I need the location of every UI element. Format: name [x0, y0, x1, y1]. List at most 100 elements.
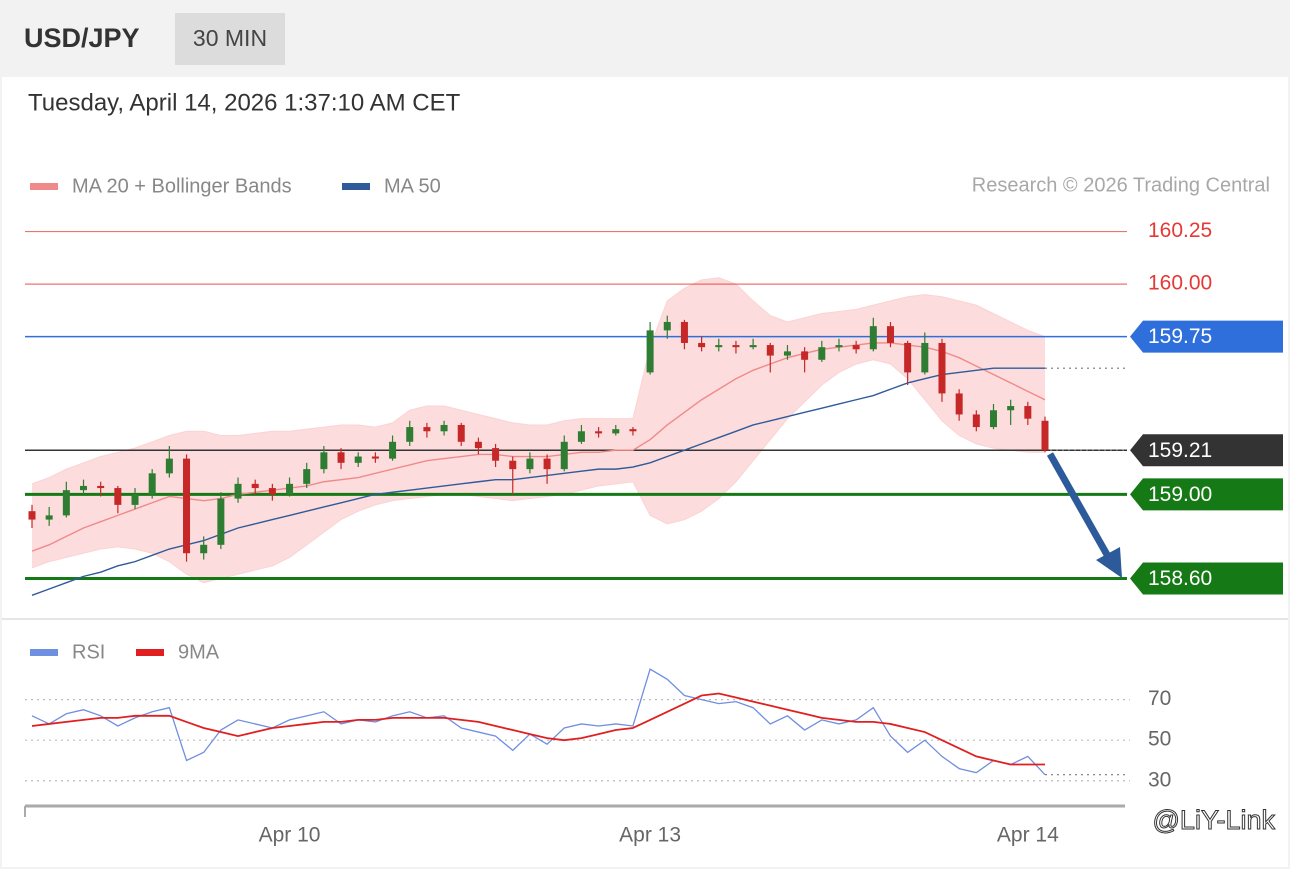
- level-tag: [1130, 434, 1283, 467]
- candle-body: [183, 458, 191, 554]
- candle-body: [80, 485, 88, 491]
- x-tick-label: Apr 14: [997, 824, 1059, 847]
- candle-body: [165, 458, 173, 474]
- candle-body: [423, 427, 431, 432]
- candle-body: [251, 483, 259, 489]
- x-tick-label: Apr 10: [259, 824, 321, 847]
- candle-body: [715, 345, 723, 348]
- level-tag: [1130, 478, 1283, 511]
- candle-body: [663, 321, 671, 331]
- candle-body: [989, 410, 997, 428]
- candle-body: [200, 544, 208, 554]
- candle-body: [680, 321, 688, 343]
- legend-swatch: [342, 183, 370, 190]
- candle-body: [234, 483, 242, 499]
- candle-body: [492, 448, 500, 461]
- rsi-line: [31, 692, 1045, 766]
- candle-body: [320, 452, 328, 470]
- candle-body: [354, 456, 362, 463]
- candle-body: [97, 485, 105, 489]
- candle-body: [612, 429, 620, 434]
- candle-body: [217, 498, 225, 545]
- candle-body: [904, 342, 912, 373]
- candle-body: [818, 347, 826, 360]
- candle-body: [45, 515, 53, 520]
- candle-body: [131, 494, 139, 505]
- symbol: USD/JPY: [24, 23, 140, 53]
- candle-body: [801, 351, 809, 360]
- candle-body: [526, 458, 534, 470]
- legend-swatch: [30, 649, 58, 656]
- level-label: 159.21: [1148, 439, 1212, 462]
- x-tick-label: Apr 13: [619, 824, 681, 847]
- forecast-arrow: [1046, 452, 1114, 562]
- candle-body: [509, 460, 517, 470]
- candle-body: [560, 441, 568, 470]
- candle-body: [457, 424, 465, 442]
- y-tick-label: 30: [1148, 768, 1171, 791]
- legend-label: MA 20 + Bollinger Bands: [72, 175, 292, 197]
- candle-body: [972, 414, 980, 428]
- level-tag: [1130, 562, 1283, 595]
- candle-body: [1024, 406, 1032, 419]
- plot: MA 20 + Bollinger Bands MA 50 160.25 160.00…: [25, 175, 1283, 847]
- candle-body: [955, 393, 963, 415]
- candle-body: [783, 351, 791, 356]
- legend-label: MA 50: [384, 175, 441, 197]
- candle-body: [337, 452, 345, 463]
- level-label: 160.25: [1148, 219, 1212, 242]
- candle-body: [62, 490, 70, 516]
- candle-body: [835, 345, 843, 348]
- candle-body: [646, 330, 654, 373]
- candle-body: [543, 458, 551, 470]
- legend-label: 9MA: [178, 641, 220, 663]
- rsi-line: [31, 668, 1046, 776]
- candle-body: [852, 345, 860, 350]
- candle-body: [1007, 406, 1015, 411]
- credit: Research © 2026 Trading Central: [972, 174, 1270, 196]
- candle-body: [389, 441, 397, 459]
- candle-body: [371, 456, 379, 459]
- watermark: @LiY-Link: [1153, 805, 1276, 835]
- candle-body: [921, 342, 929, 373]
- legend-label: RSI: [72, 641, 105, 663]
- candle-body: [114, 488, 122, 505]
- candle-body: [268, 488, 276, 495]
- bollinger-lower: [31, 359, 1045, 584]
- candle-body: [148, 473, 156, 495]
- y-tick-label: 50: [1148, 728, 1171, 751]
- y-tick-label: 70: [1148, 687, 1171, 710]
- candle-body: [303, 469, 311, 484]
- candle-body: [938, 342, 946, 394]
- candle-body: [28, 511, 36, 520]
- legend-swatch: [30, 183, 58, 190]
- legend-swatch: [136, 649, 164, 656]
- candle-body: [440, 424, 448, 432]
- level-label: 159.75: [1148, 325, 1212, 348]
- moving-average: [31, 367, 1045, 596]
- candle-body: [1041, 420, 1049, 451]
- candle-body: [732, 345, 740, 348]
- candle-body: [766, 345, 774, 356]
- level-label: 158.60: [1148, 567, 1212, 590]
- level-label: 159.00: [1148, 483, 1212, 506]
- forecast-arrowhead: [1096, 547, 1122, 578]
- level-tag: [1130, 320, 1283, 353]
- candle-body: [869, 326, 877, 350]
- timeframe-button[interactable]: [175, 13, 285, 65]
- candle-body: [286, 483, 294, 495]
- candle-body: [595, 431, 603, 434]
- candle-body: [749, 345, 757, 348]
- bollinger-upper: [31, 277, 1046, 485]
- candle-body: [698, 342, 706, 348]
- bollinger-fill: [32, 277, 1045, 583]
- candle-body: [629, 429, 637, 432]
- candle-body: [886, 326, 894, 343]
- candle-body: [577, 431, 585, 442]
- timeframe[interactable]: 30 MIN: [193, 25, 267, 51]
- level-label: 160.00: [1148, 272, 1212, 295]
- timestamp: Tuesday, April 14, 2026 1:37:10 AM CET: [28, 89, 461, 116]
- candle-body: [474, 441, 482, 449]
